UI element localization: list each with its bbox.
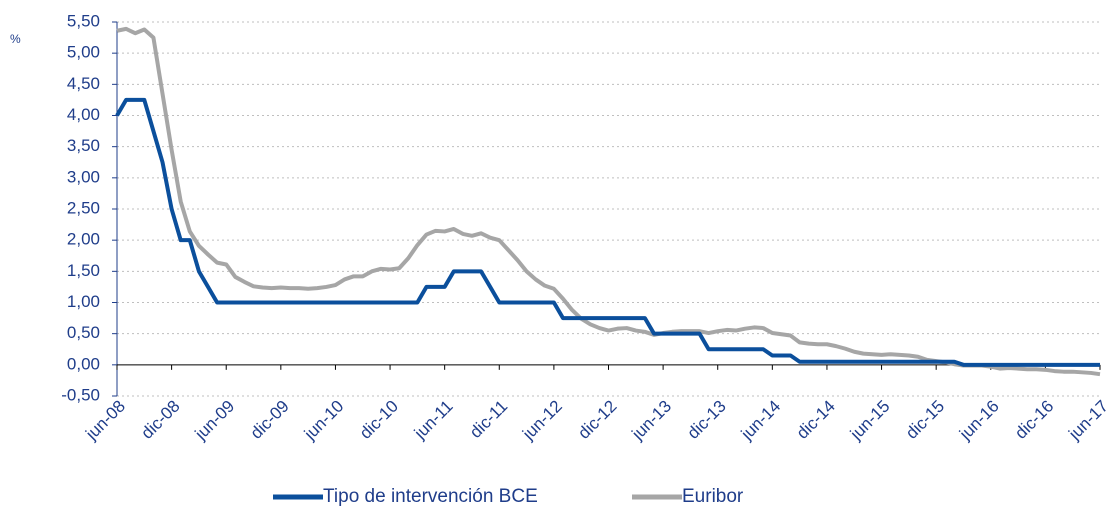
x-tick-label: jun-14 xyxy=(737,397,785,445)
x-tick-label: dic-12 xyxy=(574,397,620,443)
y-tick-label: 2,50 xyxy=(67,198,100,217)
y-unit: % xyxy=(10,32,21,46)
x-tick-label: jun-09 xyxy=(191,397,239,445)
x-tick-label: jun-17 xyxy=(1064,397,1110,445)
y-tick-label: 0,00 xyxy=(67,354,100,373)
x-tick-label: dic-11 xyxy=(466,397,511,442)
x-tick-label: dic-08 xyxy=(137,397,183,443)
x-tick-label: dic-13 xyxy=(684,397,730,443)
y-tick-label: 0,50 xyxy=(67,323,100,342)
x-tick-label: jun-12 xyxy=(518,397,566,445)
x-tick-label: jun-10 xyxy=(300,397,348,445)
y-tick-label: 5,00 xyxy=(67,43,100,62)
series-line xyxy=(115,97,1100,367)
x-tick-label: dic-16 xyxy=(1011,397,1057,443)
x-tick-label: jun-11 xyxy=(410,397,457,444)
y-tick-label: 3,50 xyxy=(67,136,100,155)
y-tick-label: 5,50 xyxy=(67,11,100,30)
x-tick-label: jun-13 xyxy=(628,397,676,445)
x-tick-label: jun-16 xyxy=(955,397,1003,445)
y-tick-label: 4,00 xyxy=(67,105,100,124)
x-tick-label: dic-14 xyxy=(793,397,839,443)
x-tick-label: dic-10 xyxy=(356,397,402,443)
y-tick-label: 2,00 xyxy=(67,230,100,249)
x-tick-label: jun-15 xyxy=(846,397,894,445)
x-tick-label: dic-15 xyxy=(902,397,948,443)
x-tick-label: dic-09 xyxy=(247,397,293,443)
series-line xyxy=(116,26,1101,377)
legend-label: Euribor xyxy=(682,486,744,507)
y-tick-label: 4,50 xyxy=(67,74,100,93)
y-tick-label: 1,50 xyxy=(67,261,100,280)
legend-label: Tipo de intervención BCE xyxy=(323,486,538,507)
y-tick-label: 3,00 xyxy=(67,167,100,186)
y-tick-label: -0,50 xyxy=(61,385,100,404)
y-tick-label: 1,00 xyxy=(67,292,100,311)
